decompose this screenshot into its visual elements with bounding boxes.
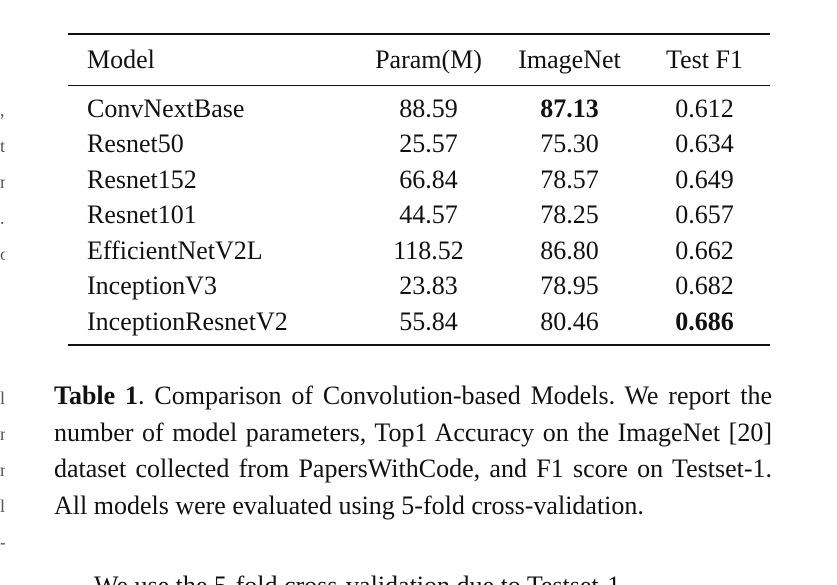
- margin-glyph: .: [0, 208, 5, 228]
- margin-glyph: n: [0, 424, 5, 444]
- table-row: Resnet152 66.84 78.57 0.649: [68, 162, 770, 198]
- model-name: ConvNextBase: [87, 93, 245, 123]
- header-rule: [68, 85, 770, 86]
- bottom-rule: [68, 343, 770, 346]
- imagenet-accuracy: 87.13: [540, 93, 599, 123]
- test-f1: 0.649: [675, 164, 734, 194]
- margin-glyph: r: [0, 460, 5, 480]
- margin-glyph: t: [0, 136, 5, 156]
- param-count: 25.57: [399, 129, 458, 159]
- model-name: Resnet152: [87, 164, 197, 194]
- param-count: 88.59: [399, 93, 458, 123]
- table-row: EfficientNetV2L 118.52 86.80 0.662: [68, 233, 770, 269]
- test-f1: 0.634: [675, 129, 734, 159]
- param-count: 118.52: [393, 235, 464, 265]
- imagenet-accuracy: 75.30: [540, 129, 599, 159]
- table-row: Resnet101 44.57 78.25 0.657: [68, 198, 770, 234]
- table-caption: Table 1. Comparison of Convolution-based…: [54, 378, 772, 524]
- margin-glyph: l: [0, 388, 5, 408]
- param-count: 66.84: [399, 164, 458, 194]
- test-f1: 0.682: [675, 271, 734, 301]
- model-name: Resnet50: [87, 129, 184, 159]
- model-name: InceptionV3: [87, 271, 217, 301]
- imagenet-accuracy: 78.57: [540, 164, 599, 194]
- imagenet-accuracy: 78.25: [540, 200, 599, 230]
- margin-glyph: n: [0, 172, 5, 192]
- imagenet-accuracy: 86.80: [540, 235, 599, 265]
- caption-label: Table 1: [54, 381, 139, 410]
- model-name: EfficientNetV2L: [87, 235, 263, 265]
- imagenet-accuracy: 80.46: [540, 306, 599, 336]
- margin-glyph: -: [0, 532, 5, 553]
- header-model: Model: [87, 45, 155, 74]
- body-text-fragment: We use the 5-fold cross-validation due t…: [94, 568, 794, 585]
- test-f1: 0.686: [675, 306, 734, 336]
- param-count: 55.84: [399, 306, 458, 336]
- model-name: Resnet101: [87, 200, 197, 230]
- table-row: Resnet50 25.57 75.30 0.634: [68, 127, 770, 163]
- header-imagenet: ImageNet: [518, 45, 621, 74]
- table-header-row: Model Param(M) ImageNet Test F1: [68, 35, 770, 85]
- table-row: ConvNextBase 88.59 87.13 0.612: [68, 91, 770, 127]
- header-test-f1: Test F1: [666, 45, 743, 74]
- top-rule: [68, 33, 770, 35]
- param-count: 44.57: [399, 200, 458, 230]
- model-name: InceptionResnetV2: [87, 306, 288, 336]
- test-f1: 0.612: [675, 93, 734, 123]
- caption-text: . Comparison of Convolution-based Models…: [54, 381, 772, 520]
- imagenet-accuracy: 78.95: [540, 271, 599, 301]
- margin-glyph: l: [0, 496, 5, 516]
- table-row: InceptionResnetV2 55.84 80.46 0.686: [68, 304, 770, 340]
- comparison-table: Model Param(M) ImageNet Test F1 ConvNext…: [68, 33, 770, 346]
- margin-glyph: o: [0, 244, 5, 264]
- header-params: Param(M): [375, 45, 482, 74]
- table-body: ConvNextBase 88.59 87.13 0.612 Resnet50 …: [68, 86, 770, 344]
- test-f1: 0.662: [675, 235, 734, 265]
- table-row: InceptionV3 23.83 78.95 0.682: [68, 269, 770, 305]
- margin-glyph: ,: [0, 100, 5, 120]
- param-count: 23.83: [399, 271, 458, 301]
- test-f1: 0.657: [675, 200, 734, 230]
